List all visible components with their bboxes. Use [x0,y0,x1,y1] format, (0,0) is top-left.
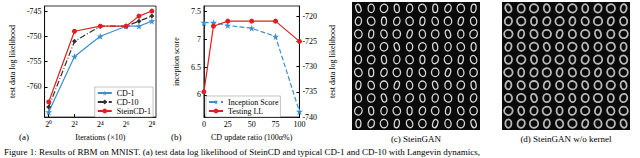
svg-text:25: 25 [224,120,232,129]
svg-text:SteinCD-1: SteinCD-1 [117,107,151,116]
svg-text:7: 7 [197,35,201,44]
svg-text:6.5: 6.5 [191,63,201,72]
svg-text:100: 100 [293,120,305,129]
svg-text:0: 0 [202,120,206,129]
svg-text:-745: -745 [27,7,42,16]
svg-text:6: 6 [197,90,201,99]
svg-text:7.5: 7.5 [191,7,201,16]
svg-text:-720: -720 [302,12,317,21]
svg-text:-750: -750 [27,32,42,41]
svg-text:75: 75 [272,120,280,129]
svg-text:-735: -735 [302,87,317,96]
svg-text:2⁴: 2⁴ [97,120,104,129]
svg-text:-760: -760 [27,82,42,91]
svg-text:test data log likelihood: test data log likelihood [328,25,337,98]
svg-text:-725: -725 [302,37,317,46]
svg-text:CD update ratio (100α%): CD update ratio (100α%) [211,133,293,142]
svg-text:CD-10: CD-10 [117,98,139,107]
svg-text:(d) SteinGAN w/o kernel: (d) SteinGAN w/o kernel [520,134,612,144]
html-text:Figure 1: Results of RBM on MN: Figure 1: Results of RBM on MNIST. (a) t… [4,147,480,157]
svg-text:inception score: inception score [172,37,181,86]
svg-text:Iterations (×10): Iterations (×10) [75,133,125,142]
svg-text:50: 50 [248,120,256,129]
svg-text:(b): (b) [171,132,182,142]
svg-text:-755: -755 [27,57,42,66]
svg-text:2⁶: 2⁶ [123,120,130,129]
svg-text:(c) SteinGAN: (c) SteinGAN [391,134,442,144]
svg-text:2²: 2² [71,120,78,129]
svg-text:CD-1: CD-1 [117,89,135,98]
svg-text:2⁸: 2⁸ [148,120,155,129]
svg-text:-740: -740 [302,112,318,122]
svg-text:(a): (a) [19,132,29,142]
svg-text:-730: -730 [302,62,317,71]
svg-text:test data log likelihood: test data log likelihood [8,25,17,98]
svg-text:Testing LL: Testing LL [228,107,263,116]
svg-text:Inception Score: Inception Score [228,98,279,107]
svg-text:2⁰: 2⁰ [45,120,52,129]
